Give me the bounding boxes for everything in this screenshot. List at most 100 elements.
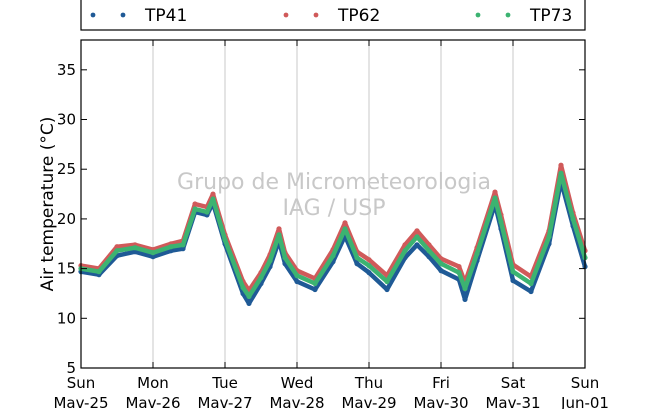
data-point [462, 285, 468, 292]
legend-marker [505, 12, 511, 18]
y-tick-label: 20 [57, 210, 76, 228]
y-tick-label: 5 [66, 359, 76, 377]
x-tick-label-day: Mon [137, 374, 169, 392]
data-point [426, 248, 432, 254]
data-point [276, 232, 282, 238]
data-point [132, 245, 138, 251]
x-tick-label-date: Mav-26 [125, 394, 180, 409]
data-point [438, 268, 444, 274]
data-point [342, 220, 348, 226]
data-point [282, 255, 288, 261]
y-tick-label: 10 [57, 309, 76, 327]
data-point [294, 273, 300, 279]
data-point [312, 286, 318, 293]
watermark: Grupo de Micrometeorologia IAG / USP [177, 170, 491, 221]
x-tick-label-date: Mav-30 [413, 394, 468, 409]
data-point [246, 300, 252, 306]
data-point [510, 277, 516, 284]
data-point [558, 162, 564, 168]
watermark-line-1: Grupo de Micrometeorologia [177, 170, 491, 195]
y-tick-label: 30 [57, 111, 76, 129]
x-tick-label-date: Mav-25 [53, 394, 108, 409]
legend: TP41 TP62 TP73 [80, 0, 586, 31]
data-point [354, 255, 360, 261]
data-point [210, 191, 216, 197]
y-axis-label: Air temperature (°C) [38, 117, 58, 292]
data-point [267, 258, 273, 264]
x-tick-label-day: Tue [211, 374, 238, 392]
data-point [492, 195, 498, 201]
data-point [246, 293, 252, 299]
data-point [258, 275, 264, 281]
data-point [438, 261, 444, 267]
data-point [528, 280, 534, 287]
y-tick-label: 15 [57, 260, 76, 278]
legend-label: TP73 [529, 6, 572, 26]
x-tick-label-date: Mav-28 [269, 394, 324, 409]
data-point [414, 242, 420, 248]
data-point [510, 269, 516, 275]
data-point [204, 209, 210, 215]
x-tick-label-day: Thu [354, 374, 383, 392]
data-point [366, 257, 372, 263]
legend-marker [313, 12, 319, 18]
data-point [462, 296, 468, 302]
data-point [180, 246, 186, 252]
data-point [180, 242, 186, 248]
data-point [150, 254, 156, 260]
data-point [384, 286, 390, 293]
y-tick-label: 35 [57, 61, 76, 79]
data-point [414, 228, 420, 234]
watermark-line-2: IAG / USP [283, 196, 386, 221]
data-point [294, 278, 300, 285]
legend-marker [283, 12, 289, 18]
x-tick-label-day: Sat [501, 374, 526, 392]
x-tick-label-date: Mav-27 [197, 394, 252, 409]
data-point [168, 244, 174, 250]
data-point [192, 206, 198, 212]
legend-item-TP73: TP73 [475, 6, 572, 26]
legend-item-TP41: TP41 [90, 6, 187, 26]
legend-frame [80, 0, 586, 31]
data-point [384, 278, 390, 285]
data-point [114, 244, 120, 250]
x-tick-label-day: Fri [432, 374, 450, 392]
data-point [366, 263, 372, 269]
series-TP73 [78, 170, 588, 299]
plot-frame [80, 39, 586, 369]
data-point [276, 226, 282, 232]
data-point [240, 284, 246, 291]
data-point [414, 234, 420, 240]
x-tick-label-day: Sun [571, 374, 600, 392]
data-point [570, 216, 576, 222]
data-point [456, 270, 462, 276]
data-point [528, 288, 534, 295]
data-point [114, 248, 120, 254]
data-point [474, 251, 480, 257]
x-tick-label-date: Jun-01 [560, 394, 609, 409]
data-point [546, 234, 552, 240]
data-point [492, 189, 498, 195]
legend-marker [120, 12, 126, 18]
data-point [354, 261, 360, 267]
data-point [330, 253, 336, 259]
x-tick-label-day: Wed [281, 374, 314, 392]
x-tick-label-date: Mav-31 [485, 394, 540, 409]
data-point [558, 170, 564, 176]
x-tick-label-date: Mav-29 [341, 394, 396, 409]
data-point [402, 248, 408, 254]
y-tick-label: 25 [57, 160, 76, 178]
data-point [96, 269, 102, 275]
data-point [366, 270, 372, 276]
data-point [192, 201, 198, 207]
legend-label: TP41 [144, 6, 187, 26]
x-tick-label-day: Sun [67, 374, 96, 392]
legend-item-TP62: TP62 [283, 6, 380, 26]
data-point [150, 250, 156, 256]
data-point [456, 264, 462, 270]
legend-marker [475, 12, 481, 18]
data-point [312, 280, 318, 287]
legend-marker [90, 12, 96, 18]
data-point [132, 249, 138, 255]
